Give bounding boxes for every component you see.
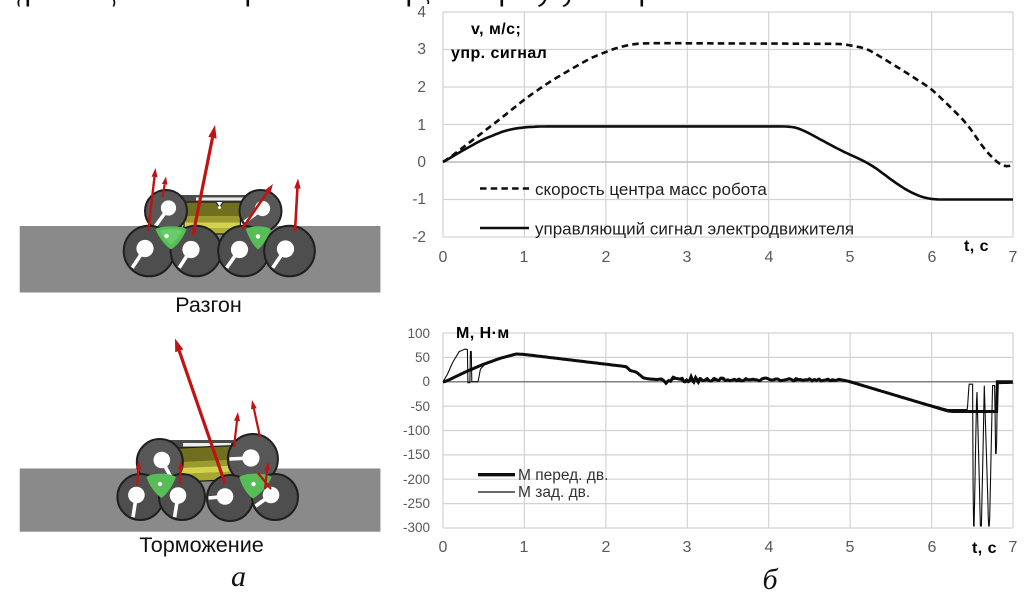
svg-text:-50: -50: [410, 399, 430, 414]
svg-text:б: б: [762, 563, 778, 593]
svg-text:7: 7: [1009, 539, 1018, 556]
svg-text:7: 7: [1009, 249, 1018, 266]
svg-text:0: 0: [439, 539, 448, 556]
svg-text:50: 50: [415, 350, 430, 365]
svg-text:5: 5: [846, 539, 855, 556]
svg-text:0: 0: [422, 374, 430, 389]
svg-text:скорость центра масс робота: скорость центра масс робота: [535, 180, 767, 199]
svg-text:-1: -1: [412, 191, 426, 208]
svg-text:0: 0: [439, 249, 448, 266]
svg-text:2: 2: [602, 249, 611, 266]
svg-text:-150: -150: [403, 447, 430, 462]
svg-text:-250: -250: [403, 496, 430, 511]
svg-text:-200: -200: [403, 472, 430, 487]
svg-text:6: 6: [928, 249, 937, 266]
svg-text:1: 1: [520, 539, 529, 556]
svg-text:6: 6: [928, 539, 937, 556]
svg-text:1: 1: [520, 249, 529, 266]
svg-text:0: 0: [417, 154, 426, 171]
svg-text:упр. сигнал: упр. сигнал: [451, 45, 547, 62]
svg-text:-100: -100: [403, 423, 430, 438]
svg-text:3: 3: [417, 41, 426, 58]
svg-text:М, Н·м: М, Н·м: [456, 325, 510, 342]
svg-text:-300: -300: [403, 520, 430, 535]
svg-text:2: 2: [602, 539, 611, 556]
svg-text:4: 4: [765, 249, 774, 266]
svg-text:3: 3: [683, 539, 692, 556]
svg-text:М зад. дв.: М зад. дв.: [518, 484, 590, 501]
svg-text:2: 2: [417, 79, 426, 96]
svg-text:5: 5: [846, 249, 855, 266]
svg-text:4: 4: [765, 539, 774, 556]
svg-text:t, c: t, c: [964, 238, 989, 255]
svg-text:4: 4: [417, 4, 426, 21]
svg-text:t, c: t, c: [972, 540, 997, 557]
svg-text:v, м/с;: v, м/с;: [471, 21, 521, 38]
svg-text:а: а: [231, 560, 246, 593]
svg-text:100: 100: [407, 326, 430, 341]
svg-text:Разгон: Разгон: [175, 293, 241, 317]
svg-text:Торможение: Торможение: [139, 532, 264, 557]
svg-text:3: 3: [683, 249, 692, 266]
svg-text:М перед. дв.: М перед. дв.: [518, 467, 608, 484]
svg-text:управляющий сигнал электродвиж: управляющий сигнал электродвижителя: [535, 220, 854, 239]
svg-text:1: 1: [417, 117, 426, 134]
svg-text:-2: -2: [412, 229, 426, 246]
